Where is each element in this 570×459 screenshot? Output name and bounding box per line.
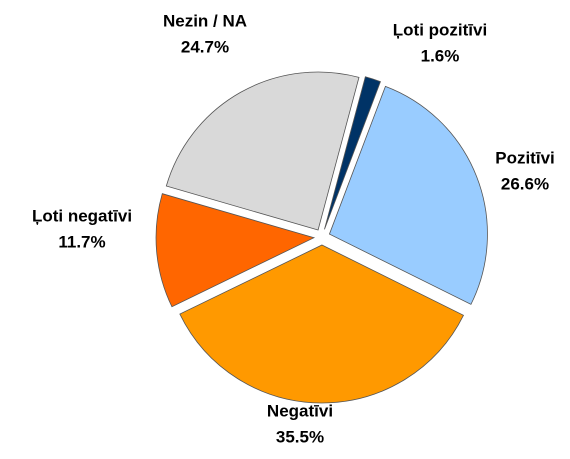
- slice-value-label: 26.6%: [501, 174, 549, 193]
- slice-label: Nezin / NA: [163, 11, 247, 30]
- slice-label: Pozitīvi: [495, 148, 555, 167]
- pie-slice: [165, 71, 360, 231]
- slice-value-label: 1.6%: [421, 46, 460, 65]
- pie-slice: [328, 85, 488, 305]
- pie-slice: [179, 244, 465, 404]
- slice-value-label: 24.7%: [181, 37, 229, 56]
- slice-label: Ļoti negatīvi: [32, 206, 132, 225]
- pie-slice: [155, 193, 316, 308]
- slice-value-label: 35.5%: [276, 427, 324, 446]
- slice-label: Ļoti pozitīvi: [393, 20, 487, 39]
- pie-slice: [324, 76, 381, 230]
- slice-label: Negatīvi: [267, 401, 333, 420]
- slice-value-label: 11.7%: [58, 232, 105, 251]
